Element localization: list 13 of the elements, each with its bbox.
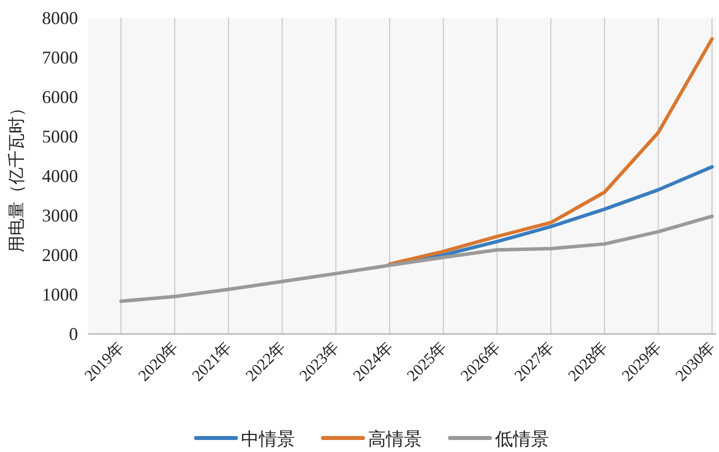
y-tick-label: 6000 (42, 87, 78, 107)
y-tick-label: 3000 (42, 206, 78, 226)
legend-label: 中情景 (241, 429, 295, 450)
y-tick-label: 0 (69, 324, 78, 344)
y-tick-label: 7000 (42, 48, 78, 68)
y-tick-label: 1000 (42, 284, 78, 304)
legend-label: 低情景 (495, 429, 549, 450)
y-tick-label: 5000 (42, 126, 78, 146)
legend-label: 高情景 (368, 429, 422, 450)
y-tick-label: 4000 (42, 166, 78, 186)
y-axis-title: 用电量（亿千瓦时） (7, 100, 27, 252)
y-tick-label: 2000 (42, 245, 78, 265)
y-tick-label: 8000 (42, 8, 78, 28)
